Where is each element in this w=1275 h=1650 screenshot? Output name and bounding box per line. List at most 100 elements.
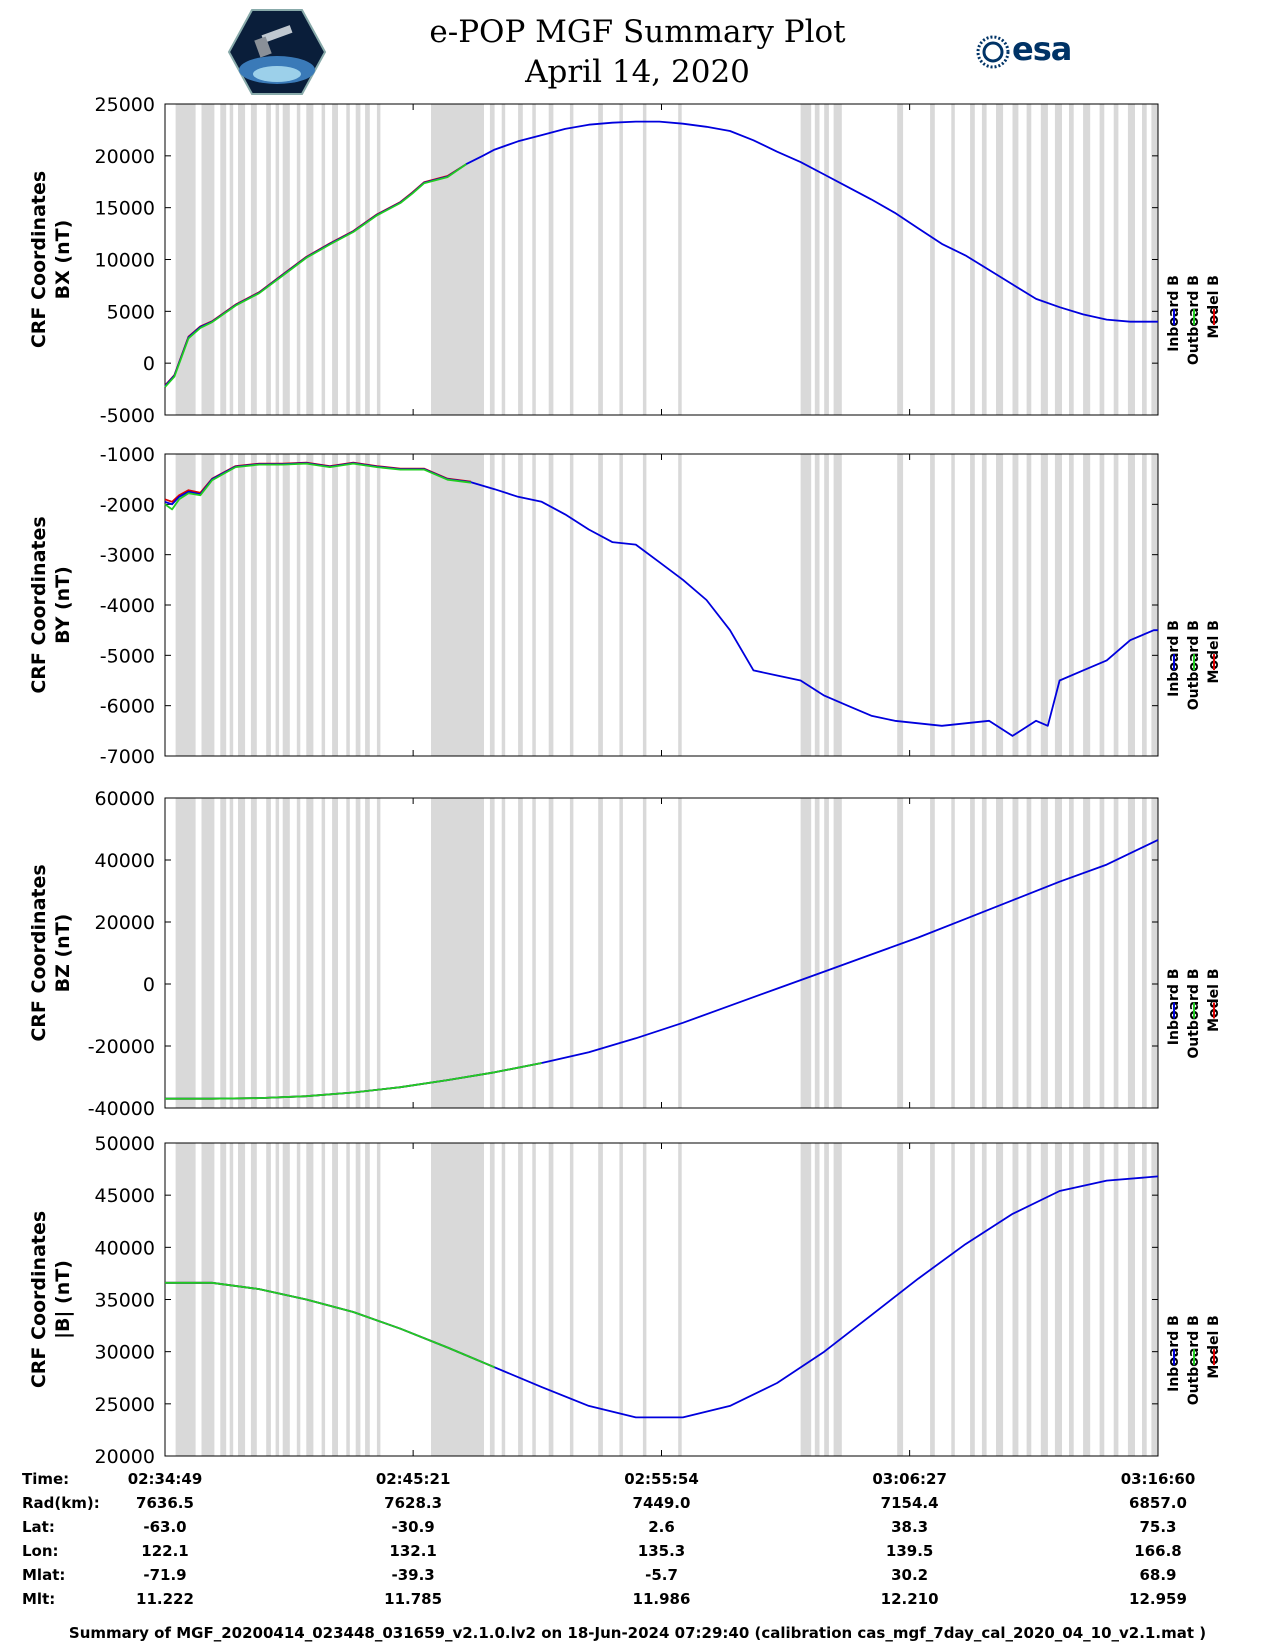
data-gap-band xyxy=(346,454,350,756)
y-tick-label: -3000 xyxy=(100,545,155,567)
data-gap-band xyxy=(1127,1143,1135,1456)
data-gap-band xyxy=(489,798,495,1108)
data-gap-band xyxy=(981,798,987,1108)
data-gap-band xyxy=(275,1143,280,1456)
data-gap-band xyxy=(1069,454,1074,756)
data-gap-band xyxy=(1142,798,1147,1108)
data-gap-band xyxy=(619,1143,623,1456)
data-gap-band xyxy=(321,1143,326,1456)
data-gap-band xyxy=(201,104,215,415)
data-gap-band xyxy=(355,798,361,1108)
data-gap-band xyxy=(1069,798,1074,1108)
data-gap-band xyxy=(1099,104,1105,415)
data-gap-band xyxy=(238,454,246,756)
series-line-inboard-b xyxy=(165,839,1159,1100)
data-gap-band xyxy=(501,454,506,756)
data-gap-band xyxy=(1113,798,1119,1108)
info-value: 6857.0 xyxy=(1129,1494,1187,1512)
y-tick-label: 50000 xyxy=(95,1133,155,1155)
data-gap-band xyxy=(201,1143,215,1456)
data-gap-band xyxy=(598,104,603,415)
legend-label: Model B xyxy=(1206,1315,1222,1378)
series-line-outboard-b xyxy=(164,462,472,511)
data-gap-band xyxy=(250,798,257,1108)
data-gap-band xyxy=(306,104,314,415)
info-value: 75.3 xyxy=(1139,1518,1177,1536)
data-gap-band xyxy=(981,454,987,756)
data-gap-band xyxy=(1113,1143,1119,1456)
data-gap-band xyxy=(930,454,935,756)
data-gap-band xyxy=(642,104,647,415)
data-gap-band xyxy=(1099,454,1105,756)
data-gap-band xyxy=(306,1143,314,1456)
info-value: 30.2 xyxy=(891,1566,929,1584)
data-gap-band xyxy=(431,798,484,1108)
data-gap-band xyxy=(1012,1143,1019,1456)
y-tick-label: -2000 xyxy=(100,494,155,516)
data-gap-band xyxy=(431,1143,484,1456)
data-gap-band xyxy=(532,454,536,756)
data-gap-band xyxy=(1040,104,1048,415)
data-gap-band xyxy=(532,798,536,1108)
data-gap-band xyxy=(238,1143,246,1456)
data-gap-band xyxy=(824,798,829,1108)
data-gap-band xyxy=(220,1143,227,1456)
data-gap-band xyxy=(996,454,1004,756)
info-row-label: Lat: xyxy=(22,1518,55,1536)
data-gap-band xyxy=(532,104,536,415)
legend-label: Model B xyxy=(1206,275,1222,338)
data-gap-band xyxy=(824,1143,829,1456)
info-row-label: Mlt: xyxy=(22,1590,56,1608)
data-gap-band xyxy=(996,104,1004,415)
data-gap-band xyxy=(930,104,935,415)
info-value: 139.5 xyxy=(885,1542,934,1560)
data-gap-band xyxy=(275,798,280,1108)
data-gap-band xyxy=(1127,798,1135,1108)
data-gap-band xyxy=(376,1143,381,1456)
data-gap-band xyxy=(619,104,623,415)
y-tick-label: -40000 xyxy=(88,1098,155,1120)
y-axis-label: CRF Coordinates xyxy=(28,864,50,1041)
data-gap-band xyxy=(897,1143,904,1456)
data-gap-band xyxy=(824,104,829,415)
info-row-label: Lon: xyxy=(22,1542,59,1560)
y-tick-label: 35000 xyxy=(95,1290,155,1312)
data-gap-band xyxy=(1083,454,1091,756)
data-gap-band xyxy=(332,1143,338,1456)
data-gap-band xyxy=(518,798,523,1108)
info-value: 11.222 xyxy=(136,1590,194,1608)
y-tick-label: 40000 xyxy=(95,850,155,872)
data-gap-band xyxy=(951,798,955,1108)
data-gap-band xyxy=(800,104,812,415)
data-gap-band xyxy=(238,798,246,1108)
data-gap-band xyxy=(833,454,842,756)
y-tick-label: 20000 xyxy=(95,912,155,934)
info-value: 02:55:54 xyxy=(624,1470,699,1488)
y-tick-label: -7000 xyxy=(100,746,155,768)
info-value: -63.0 xyxy=(143,1518,187,1536)
data-gap-band xyxy=(518,454,523,756)
data-gap-band xyxy=(1012,798,1019,1108)
data-gap-band xyxy=(229,1143,234,1456)
info-value: 135.3 xyxy=(637,1542,686,1560)
data-gap-band xyxy=(678,104,682,415)
data-gap-band xyxy=(175,454,196,756)
plot-frame xyxy=(164,1142,1159,1457)
data-gap-band xyxy=(548,454,554,756)
info-row: Mlat: -71.9 -39.3 -5.7 30.2 68.9 xyxy=(0,1566,1275,1590)
data-gap-band xyxy=(229,798,234,1108)
y-axis-label: CRF Coordinates xyxy=(28,1211,50,1388)
data-gap-band xyxy=(1026,104,1032,415)
data-gap-band xyxy=(678,1143,682,1456)
data-gap-band xyxy=(1054,454,1062,756)
data-gap-band xyxy=(981,1143,987,1456)
data-gap-band xyxy=(833,798,842,1108)
data-gap-band xyxy=(970,454,975,756)
data-gap-band xyxy=(282,104,290,415)
data-gap-band xyxy=(1026,1143,1032,1456)
data-gap-band xyxy=(951,1143,955,1456)
data-gap-band xyxy=(1026,454,1032,756)
y-tick-label: 20000 xyxy=(95,1446,155,1468)
data-gap-band xyxy=(346,1143,350,1456)
data-gap-band xyxy=(532,1143,536,1456)
